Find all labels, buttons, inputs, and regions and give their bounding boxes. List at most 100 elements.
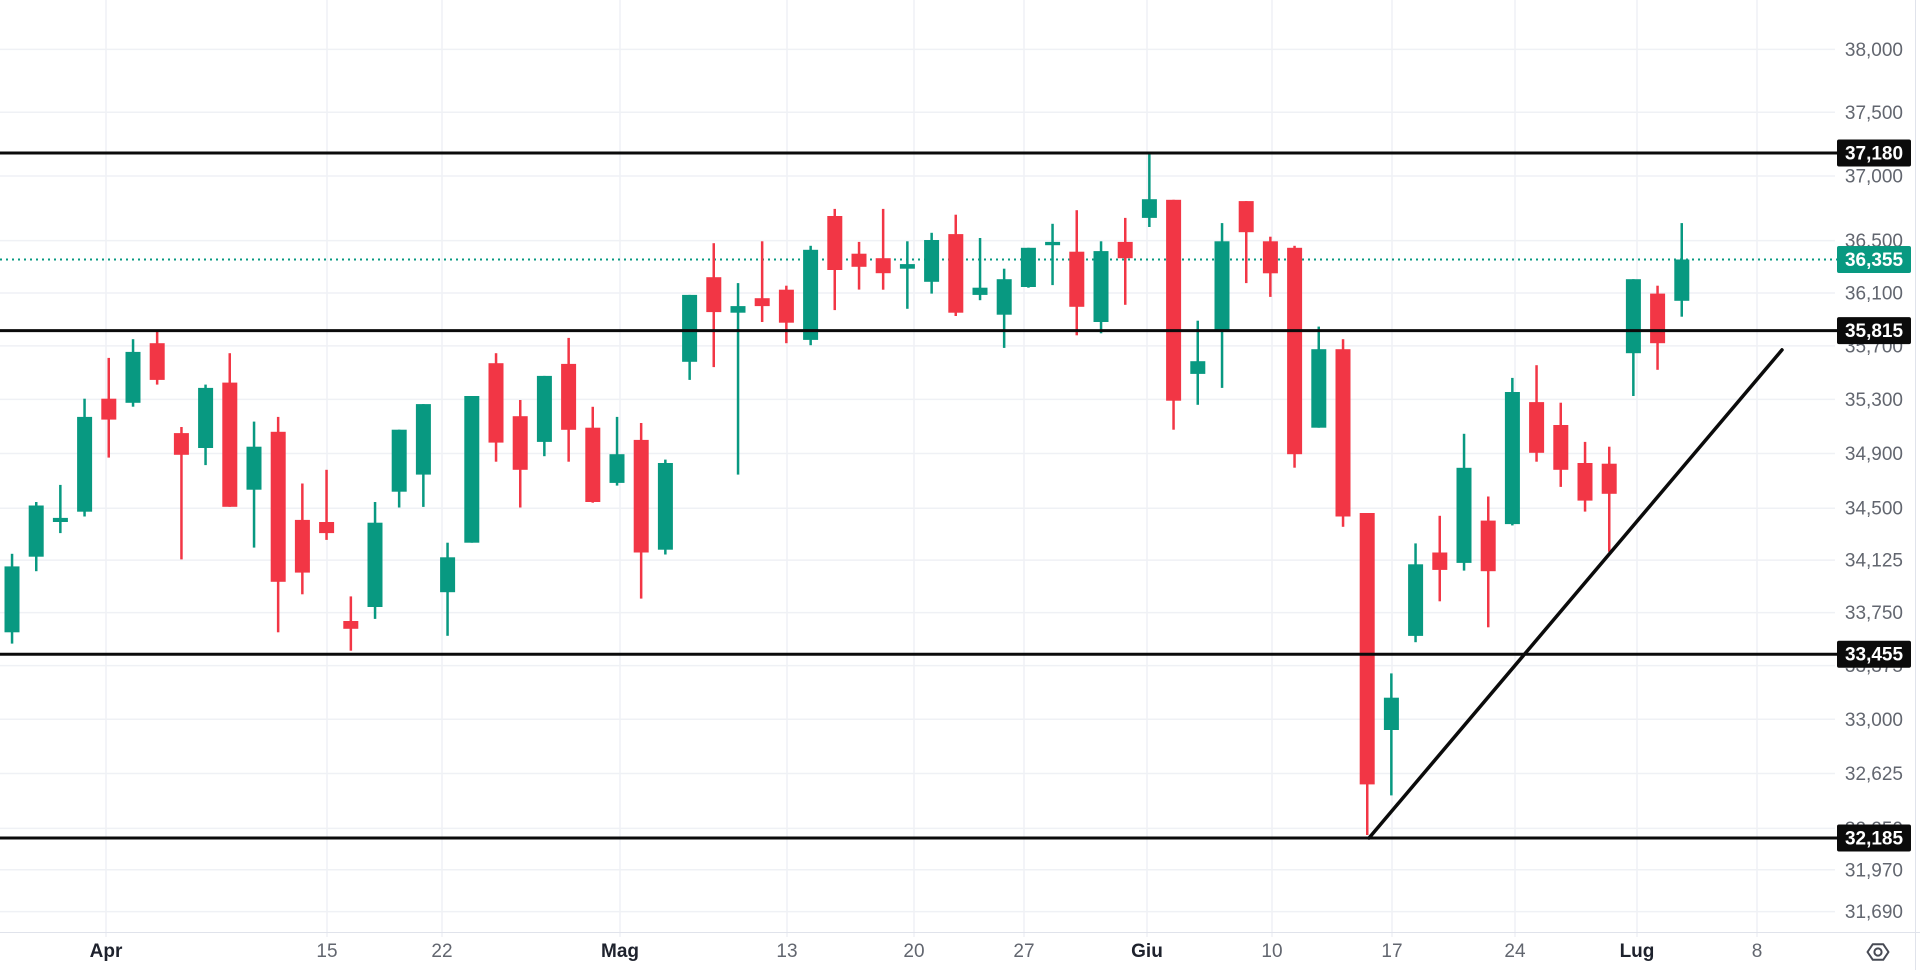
candle[interactable] [1480, 496, 1496, 628]
candle[interactable] [1601, 446, 1617, 552]
candle[interactable] [1045, 223, 1061, 286]
candle[interactable] [246, 421, 262, 548]
candle[interactable] [1069, 210, 1085, 336]
candle[interactable] [706, 243, 722, 368]
candle-body [1166, 199, 1182, 401]
candle[interactable] [1238, 201, 1254, 284]
candle[interactable] [28, 502, 44, 572]
candle[interactable] [1529, 365, 1545, 462]
candle[interactable] [682, 294, 698, 380]
trendline[interactable] [1367, 348, 1784, 840]
candle[interactable] [1335, 339, 1351, 527]
candle[interactable] [827, 208, 843, 311]
candle-body [1408, 564, 1424, 636]
candle-body [173, 433, 189, 455]
candle[interactable] [1141, 153, 1157, 227]
candle[interactable] [803, 245, 819, 346]
candle-wick [1148, 153, 1151, 227]
price-tick-label: 31,970 [1845, 860, 1903, 881]
candle[interactable] [198, 384, 214, 466]
candle[interactable] [270, 416, 286, 633]
candle[interactable] [1456, 433, 1472, 571]
candle-body [633, 439, 649, 553]
candle-body [948, 234, 964, 313]
time-axis[interactable]: Apr 15 22 Mag 13 20 27 Giu 10 17 24 Lug 8 [90, 941, 1763, 962]
candle-body [1553, 425, 1569, 470]
candle[interactable] [972, 238, 988, 301]
candle[interactable] [440, 542, 456, 636]
candle[interactable] [52, 484, 68, 534]
time-tick-label: 17 [1381, 941, 1402, 962]
candle[interactable] [875, 208, 891, 290]
candle[interactable] [585, 406, 601, 503]
candle-body [367, 522, 383, 607]
candle[interactable] [1287, 245, 1303, 468]
candle[interactable] [1359, 513, 1375, 835]
candle-body [875, 258, 891, 274]
candle[interactable] [1408, 543, 1424, 643]
candle[interactable] [561, 337, 577, 462]
candle[interactable] [1117, 217, 1133, 305]
candle[interactable] [464, 396, 480, 543]
candle[interactable] [1553, 402, 1569, 487]
candle-body [899, 264, 915, 269]
candle[interactable] [1432, 515, 1448, 602]
candle-body [1045, 241, 1061, 246]
candle[interactable] [609, 416, 625, 486]
candle[interactable] [343, 596, 359, 651]
candle[interactable] [415, 404, 431, 507]
candle[interactable] [948, 214, 964, 316]
candle[interactable] [996, 268, 1012, 348]
candle[interactable] [222, 353, 238, 507]
candle[interactable] [1093, 241, 1109, 334]
candle[interactable] [851, 241, 867, 290]
candle-body [440, 557, 456, 593]
price-tag-bg [1837, 246, 1911, 273]
candle[interactable] [1214, 223, 1230, 388]
candle[interactable] [730, 283, 746, 475]
candle[interactable] [173, 427, 189, 560]
price-tick-label: 37,000 [1845, 167, 1903, 188]
candle[interactable] [391, 429, 407, 508]
candle[interactable] [1674, 223, 1690, 317]
candle[interactable] [754, 241, 770, 322]
candle[interactable] [1166, 199, 1182, 430]
candle[interactable] [657, 459, 673, 555]
candle[interactable] [536, 375, 552, 457]
candle[interactable] [1625, 279, 1641, 396]
candle[interactable] [367, 502, 383, 619]
candle[interactable] [149, 329, 165, 385]
candle[interactable] [319, 469, 335, 540]
price-tick-label: 34,500 [1845, 499, 1903, 520]
price-tick-label: 38,000 [1845, 40, 1903, 61]
gear-icon[interactable] [1866, 943, 1890, 961]
candle-wick [760, 241, 764, 322]
candle[interactable] [4, 553, 20, 644]
candle[interactable] [1577, 441, 1593, 512]
price-tick-label: 36,100 [1845, 284, 1903, 305]
candle[interactable] [294, 483, 310, 595]
candle[interactable] [101, 357, 117, 458]
candle[interactable] [1190, 320, 1206, 405]
candle-body [1504, 392, 1520, 525]
candle[interactable] [512, 400, 528, 508]
candle[interactable] [125, 339, 141, 407]
candle[interactable] [1311, 326, 1327, 428]
candle[interactable] [1504, 377, 1520, 526]
price-tag: 37,180 [1837, 139, 1911, 167]
gear-hexagon [1866, 943, 1890, 961]
candle[interactable] [1262, 236, 1278, 297]
candle[interactable] [924, 232, 940, 294]
candle[interactable] [1383, 673, 1399, 796]
candle[interactable] [488, 353, 504, 462]
candle[interactable] [1020, 247, 1036, 288]
candle[interactable] [899, 241, 915, 309]
price-tag-text: 35,815 [1845, 321, 1904, 342]
candle[interactable] [77, 398, 93, 517]
candle[interactable] [778, 285, 794, 344]
time-tick-label: 27 [1013, 941, 1034, 962]
candle[interactable] [633, 423, 649, 599]
